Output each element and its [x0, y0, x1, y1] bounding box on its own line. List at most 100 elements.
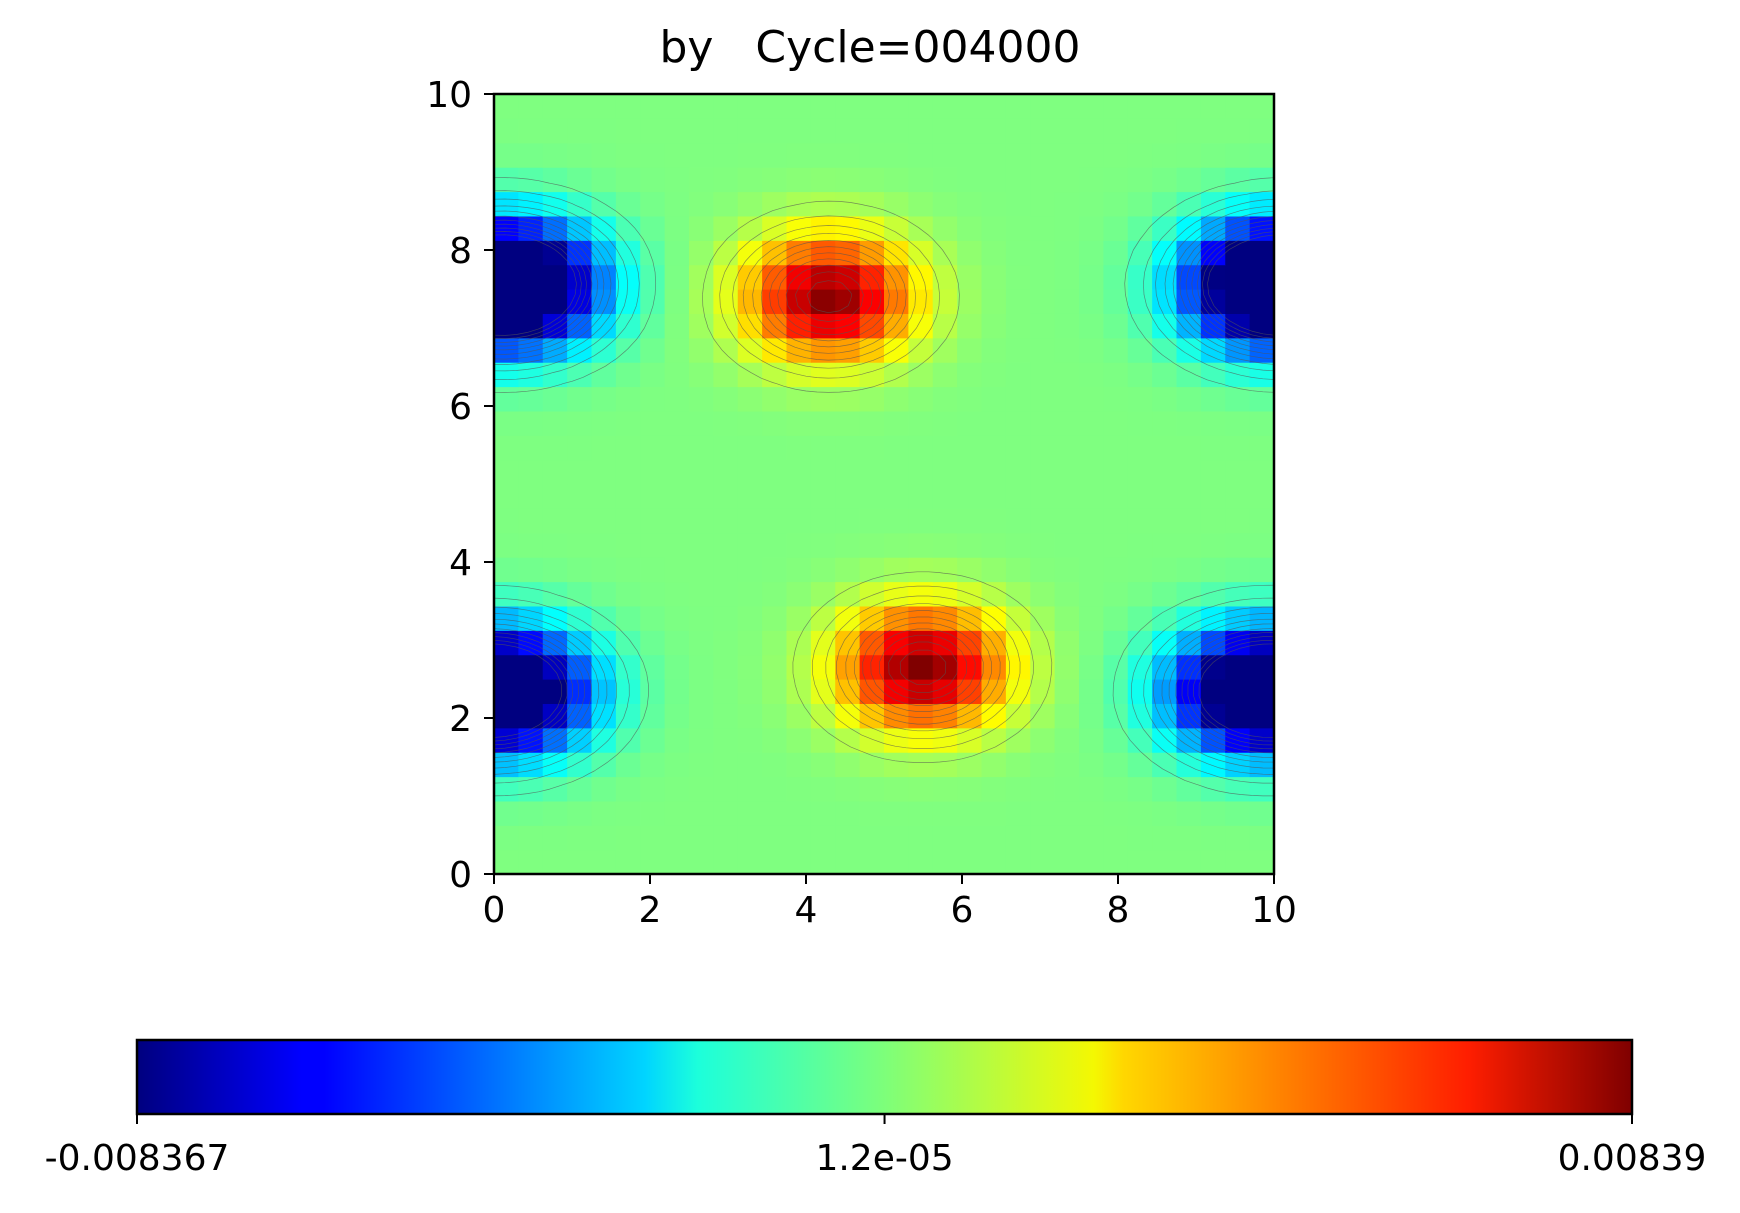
heatmap-cell: [762, 313, 788, 339]
heatmap-cell: [884, 654, 909, 680]
heatmap-cell: [1103, 191, 1129, 217]
heatmap-cell: [835, 289, 861, 314]
heatmap-cell: [932, 191, 958, 217]
heatmap-cell: [810, 410, 836, 436]
heatmap-cell: [1005, 484, 1031, 509]
heatmap-cell: [1176, 167, 1202, 193]
heatmap-cell: [615, 142, 641, 168]
heatmap-cell: [810, 825, 836, 851]
heatmap-cell: [567, 776, 593, 802]
heatmap-cell: [664, 240, 690, 266]
heatmap-cell: [1079, 752, 1104, 778]
heatmap-cell: [859, 410, 885, 436]
heatmap-cell: [1054, 459, 1080, 485]
heatmap-cell: [615, 191, 641, 217]
heatmap-cell: [908, 557, 934, 583]
heatmap-cell: [1079, 142, 1104, 168]
heatmap-cell: [1103, 605, 1129, 631]
heatmap-cell: [1005, 264, 1031, 290]
heatmap-cell: [1152, 727, 1178, 753]
heatmap-cell: [1249, 484, 1274, 509]
contour-line: [494, 234, 1274, 738]
heatmap-cell: [518, 142, 544, 168]
heatmap-cell: [908, 703, 934, 729]
heatmap-cell: [615, 240, 641, 266]
heatmap-cell: [542, 410, 568, 436]
heatmap-cell: [640, 825, 666, 851]
heatmap-cell: [859, 776, 885, 802]
heatmap-cell: [908, 825, 934, 851]
heatmap-cell: [1005, 240, 1031, 266]
heatmap-cell: [1103, 776, 1129, 802]
heatmap-cell: [1249, 289, 1274, 314]
heatmap-cell: [1176, 337, 1202, 363]
heatmap-cell: [591, 581, 617, 607]
heatmap-cell: [981, 727, 1007, 753]
heatmap-cell: [1127, 508, 1153, 534]
heatmap-cell: [1176, 484, 1202, 509]
heatmap-cell: [542, 484, 568, 509]
heatmap-cell: [1054, 800, 1080, 826]
heatmap-cell: [664, 727, 690, 753]
heatmap-cell: [835, 752, 861, 778]
heatmap-cell: [1200, 800, 1226, 826]
heatmap-cell: [689, 362, 714, 388]
heatmap-cell: [713, 508, 739, 534]
heatmap-cell: [591, 191, 617, 217]
heatmap-cell: [1103, 654, 1129, 680]
heatmap-cell: [810, 581, 836, 607]
heatmap-cell: [615, 167, 641, 193]
heatmap-cell: [542, 118, 568, 144]
plot-frame: [492, 92, 1276, 876]
heatmap-cell: [981, 459, 1007, 485]
heatmap-cell: [591, 557, 617, 583]
heatmap-cell: [1005, 94, 1031, 119]
heatmap-cell: [1005, 362, 1031, 388]
heatmap-cell: [1200, 313, 1226, 339]
heatmap-cell: [1054, 849, 1080, 874]
heatmap-cell: [1127, 167, 1153, 193]
heatmap-cell: [908, 800, 934, 826]
heatmap-cell: [1103, 337, 1129, 363]
heatmap-cell: [713, 386, 739, 412]
heatmap-cell: [518, 557, 544, 583]
heatmap-cell: [689, 581, 714, 607]
heatmap-cell: [1225, 849, 1251, 874]
heatmap-cell: [859, 849, 885, 874]
heatmap-cell: [689, 94, 714, 119]
heatmap-cell: [762, 118, 788, 144]
heatmap-cell: [859, 727, 885, 753]
heatmap-cell: [1005, 825, 1031, 851]
heatmap-cell: [518, 459, 544, 485]
heatmap-cell: [762, 167, 788, 193]
heatmap-cell: [542, 532, 568, 558]
colorbar: [137, 1040, 1632, 1114]
heatmap-cell: [1005, 313, 1031, 339]
heatmap-cell: [737, 142, 763, 168]
heatmap-cell: [615, 727, 641, 753]
heatmap-cell: [932, 337, 958, 363]
heatmap-cell: [542, 825, 568, 851]
heatmap-cell: [713, 94, 739, 119]
heatmap-cell: [1030, 435, 1056, 461]
heatmap-cell: [591, 435, 617, 461]
heatmap-cell: [957, 727, 983, 753]
heatmap-cell: [494, 264, 519, 290]
heatmap-cell: [1127, 752, 1153, 778]
heatmap-cell: [932, 435, 958, 461]
heatmap-cell: [591, 727, 617, 753]
heatmap-cell: [615, 118, 641, 144]
heatmap-cell: [908, 435, 934, 461]
heatmap-cell: [932, 215, 958, 241]
heatmap-cell: [1103, 313, 1129, 339]
heatmap-cell: [859, 313, 885, 339]
heatmap-cell: [884, 142, 909, 168]
heatmap-cell: [1079, 703, 1104, 729]
heatmap-cell: [762, 825, 788, 851]
heatmap-cell: [1103, 557, 1129, 583]
heatmap-cell: [518, 752, 544, 778]
heatmap-cell: [810, 508, 836, 534]
heatmap-cell: [1127, 776, 1153, 802]
heatmap-cell: [981, 167, 1007, 193]
heatmap-cell: [494, 459, 519, 485]
